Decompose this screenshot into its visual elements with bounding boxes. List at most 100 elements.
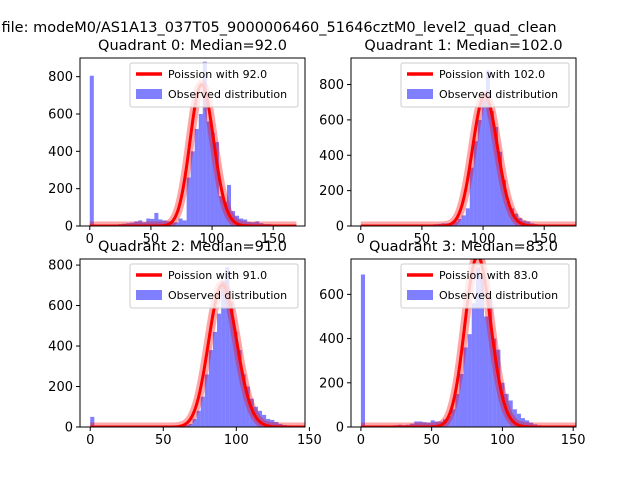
figure-suptitle: a file: modeM0/AS1A13_037T05_9000006460_… xyxy=(0,20,557,36)
histogram-bar xyxy=(243,219,248,226)
histogram-bar xyxy=(418,421,423,427)
poisson-line xyxy=(90,283,305,427)
histogram-bar xyxy=(500,382,505,427)
y-tick-label: 800 xyxy=(48,259,73,274)
legend: Poission with 102.0 Observed distribution xyxy=(400,62,570,108)
histogram-bar xyxy=(221,281,226,427)
histogram-bar xyxy=(198,114,203,226)
subplot-quadrant-0: Quadrant 0: Median=92.0 0 50 100 150 0 200 400 6… xyxy=(48,38,306,247)
histogram-bar xyxy=(266,418,271,427)
histogram-bar xyxy=(154,212,159,226)
histogram-bar xyxy=(178,218,183,226)
histogram-bar xyxy=(473,141,478,226)
histogram-bar xyxy=(451,409,456,427)
x-tick-label: 150 xyxy=(297,433,322,448)
poisson-line-glow xyxy=(89,80,297,226)
histogram-bar xyxy=(422,422,427,427)
legend-label-poisson: Poission with 102.0 xyxy=(439,68,545,81)
subplot-quadrant-1: Quadrant 1: Median=102.0 0 50 100 150 0 200 400… xyxy=(319,38,577,247)
histogram-bar xyxy=(475,267,480,427)
histogram-bar xyxy=(512,409,517,427)
histogram-bar xyxy=(255,221,260,226)
histogram-bar xyxy=(471,303,476,427)
legend-label-observed: Observed distribution xyxy=(439,289,558,302)
histogram-bar xyxy=(217,313,222,427)
histogram-bar xyxy=(479,276,485,427)
histogram-bar xyxy=(210,132,215,226)
histogram-bar xyxy=(463,347,468,427)
subplot-quadrant-2: Quadrant 2: Median=91.0 0 50 100 150 0 200 400 6… xyxy=(48,239,322,448)
y-tick-label: 400 xyxy=(319,149,344,164)
histogram-bar xyxy=(481,98,486,226)
x-tick-label: 100 xyxy=(224,433,249,448)
histogram-bar xyxy=(150,218,155,226)
histogram-bar xyxy=(496,349,501,427)
x-tick-label: 50 xyxy=(423,433,440,448)
x-tick-label: 0 xyxy=(86,433,94,448)
x-tick-label: 0 xyxy=(357,433,365,448)
histogram-bar xyxy=(89,75,94,226)
histogram-bar xyxy=(510,208,515,226)
legend: Poission with 92.0 Observed distribution xyxy=(129,62,299,108)
histogram-bar xyxy=(484,316,489,427)
histogram-bar xyxy=(200,396,205,427)
legend-bar-swatch xyxy=(407,89,433,99)
y-tick-label: 600 xyxy=(48,299,73,314)
histogram-bar xyxy=(206,121,211,226)
legend-label-observed: Observed distribution xyxy=(168,88,287,101)
subplot-title: Quadrant 0: Median=92.0 xyxy=(98,38,287,54)
legend-label-observed: Observed distribution xyxy=(439,88,558,101)
x-tick-label: 50 xyxy=(143,232,160,247)
legend-box xyxy=(400,263,570,309)
histogram-bar xyxy=(502,180,507,226)
histogram-bar xyxy=(196,410,201,427)
histogram-bar xyxy=(247,221,252,226)
histogram-bar xyxy=(235,215,240,226)
histogram-bar xyxy=(182,220,187,226)
histogram-bar xyxy=(222,201,227,226)
histogram-bar xyxy=(434,421,439,427)
histogram-bar xyxy=(461,215,466,226)
histogram-bar xyxy=(218,196,223,226)
x-tick-label: 150 xyxy=(561,433,586,448)
histogram-bar xyxy=(212,331,218,427)
x-tick-label: 150 xyxy=(532,232,557,247)
histogram-bar xyxy=(270,419,275,427)
histogram-bar xyxy=(257,410,263,427)
histogram-bar xyxy=(430,420,435,427)
histogram-bar xyxy=(170,222,175,226)
histogram-bar xyxy=(489,111,494,226)
x-tick-label: 150 xyxy=(261,232,286,247)
histogram-bar xyxy=(146,218,151,226)
histogram-bar xyxy=(237,350,242,427)
histogram-bar xyxy=(525,420,530,427)
x-tick-label: 50 xyxy=(414,232,431,247)
histogram-bar xyxy=(447,415,452,427)
legend-label-poisson: Poission with 91.0 xyxy=(168,269,267,282)
histogram-bar xyxy=(190,151,195,226)
histogram-bar xyxy=(162,220,167,226)
y-tick-label: 800 xyxy=(48,70,73,85)
histogram-bar xyxy=(174,222,179,226)
histogram-bar xyxy=(251,222,256,226)
y-tick-label: 600 xyxy=(319,113,344,128)
y-tick-label: 600 xyxy=(48,108,73,123)
legend: Poission with 83.0 Observed distribution xyxy=(400,263,570,309)
histogram-bar xyxy=(410,423,415,427)
y-tick-label: 200 xyxy=(48,182,73,197)
poisson-line-glow xyxy=(360,90,576,226)
histogram-bar xyxy=(142,222,147,226)
y-tick-label: 200 xyxy=(48,380,73,395)
histogram-bar xyxy=(360,274,366,427)
y-tick-label: 600 xyxy=(319,288,344,303)
y-tick-label: 0 xyxy=(65,421,73,436)
histogram-bar xyxy=(202,61,207,226)
plot-area xyxy=(90,267,305,427)
histogram-bar xyxy=(214,142,219,226)
legend-bar-swatch xyxy=(136,89,162,99)
histogram-bar xyxy=(508,400,513,427)
histogram-bar xyxy=(426,422,431,427)
histogram-bar xyxy=(467,334,472,427)
histogram-bar xyxy=(158,219,163,226)
